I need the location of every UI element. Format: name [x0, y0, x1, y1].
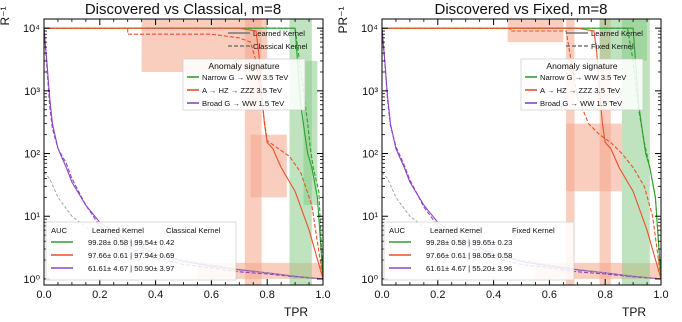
auc-row-green: 99.28± 0.58 | 99.65± 0.23	[426, 238, 512, 247]
auc-header-other: Fixed Kernel	[512, 226, 555, 235]
kernel-style-legend: Learned Kernel Classical Kernel	[228, 29, 308, 51]
legend-title: Anomaly signature	[546, 61, 617, 71]
y-tick-label: 10⁴	[361, 23, 378, 35]
kernel-style-legend: Learned Kernel Fixed Kernel	[566, 29, 643, 51]
y-axis-label: R⁻¹	[0, 7, 12, 26]
x-axis-label: TPR	[284, 305, 308, 319]
y-tick-label: 10¹	[362, 211, 378, 223]
x-tick-label: 0.6	[542, 289, 557, 301]
y-tick-label: 10³	[362, 86, 378, 98]
legend-learned-kernel: Learned Kernel	[253, 29, 305, 38]
x-tick-label: 1.0	[653, 289, 668, 301]
y-tick-label: 10⁰	[361, 274, 378, 286]
legend-signal-narrow: Narrow G → WW 3.5 TeV	[202, 73, 289, 82]
x-tick-label: 1.0	[315, 289, 330, 301]
auc-table: AUC Learned Kernel Fixed Kernel 99.28± 0…	[383, 221, 575, 281]
legend-classical-kernel: Classical Kernel	[253, 42, 308, 51]
auc-row-purple: 61.61± 4.67 | 50.90± 3.97	[88, 264, 174, 273]
x-tick-label: 0.2	[92, 289, 107, 301]
roc-curve-purple-classical	[43, 28, 324, 280]
y-tick-label: 10⁴	[23, 23, 40, 35]
auc-header-learned: Learned Kernel	[92, 226, 144, 235]
legend-learned-kernel: Learned Kernel	[591, 29, 643, 38]
chart-panel-classical: Discovered vs Classical, m=8 R⁻¹ TPR 0.0…	[0, 1, 331, 319]
roc-curve-red-fixed	[382, 27, 662, 279]
legend-title: Anomaly signature	[208, 61, 279, 71]
y-tick-label: 10²	[24, 149, 40, 161]
x-axis-label: TPR	[622, 305, 646, 319]
x-tick-label: 0.8	[260, 289, 275, 301]
x-tick-label: 0.8	[598, 289, 613, 301]
auc-table: AUC Learned Kernel Classical Kernel 99.2…	[45, 221, 237, 281]
chart-title: Discovered vs Fixed, m=8	[435, 1, 608, 18]
uncertainty-band-3	[566, 123, 622, 192]
y-tick-label: 10³	[24, 86, 40, 98]
legend-box	[520, 58, 644, 111]
legend-signal-broad: Broad G → WW 1.5 TeV	[202, 99, 285, 108]
auc-header-label: AUC	[51, 226, 68, 235]
chart-title: Discovered vs Classical, m=8	[85, 1, 281, 18]
y-tick-label: 10¹	[24, 211, 40, 223]
roc-curve-green-classical	[44, 27, 324, 279]
uncertainty-band-6	[599, 19, 647, 61]
auc-row-green: 99.28± 0.58 | 99.54± 0.42	[88, 238, 174, 247]
legend-fixed-kernel: Fixed Kernel	[591, 42, 634, 51]
y-axis-label: PR⁻¹	[336, 6, 350, 33]
axis-ticks: 0.0 0.2 0.4 0.6 0.8 1.0 10⁰ 10¹ 10² 10³ 10⁴	[361, 19, 669, 301]
legend-signal-ahz: A → HZ → ZZZ 3.5 TeV	[202, 86, 283, 95]
auc-header-learned: Learned Kernel	[430, 226, 482, 235]
x-tick-label: 0.4	[486, 289, 501, 301]
auc-row-red: 97.66± 0.61 | 98.05± 0.58	[426, 251, 512, 260]
chart-panel-fixed: Discovered vs Fixed, m=8 PR⁻¹ TPR 0.0 0.2…	[336, 1, 669, 319]
y-tick-label: 10⁰	[23, 274, 40, 286]
legend-signal-narrow: Narrow G → WW 3.5 TeV	[540, 73, 627, 82]
legend-signal-ahz: A → HZ → ZZZ 3.5 TeV	[540, 86, 621, 95]
axis-ticks: 0.0 0.2 0.4 0.6 0.8 1.0 10⁰ 10¹ 10² 10³ 10⁴	[23, 19, 331, 301]
auc-header-label: AUC	[389, 226, 406, 235]
legend-box	[182, 58, 306, 111]
x-tick-label: 0.6	[204, 289, 219, 301]
roc-curve-purple-fixed	[381, 28, 662, 280]
auc-box	[383, 221, 575, 281]
auc-box	[45, 221, 237, 281]
y-tick-label: 10²	[362, 149, 378, 161]
x-tick-label: 0.0	[36, 289, 51, 301]
auc-row-red: 97.66± 0.61 | 97.94± 0.69	[88, 251, 174, 260]
anomaly-legend: Anomaly signature Narrow G → WW 3.5 TeV …	[520, 58, 644, 111]
x-tick-label: 0.4	[148, 289, 163, 301]
x-tick-label: 0.2	[430, 289, 445, 301]
legend-signal-broad: Broad G → WW 1.5 TeV	[540, 99, 623, 108]
anomaly-legend: Anomaly signature Narrow G → WW 3.5 TeV …	[182, 58, 306, 111]
auc-row-purple: 61.61± 4.67 | 55.20± 3.96	[426, 264, 512, 273]
x-tick-label: 0.0	[374, 289, 389, 301]
auc-header-other: Classical Kernel	[166, 226, 221, 235]
